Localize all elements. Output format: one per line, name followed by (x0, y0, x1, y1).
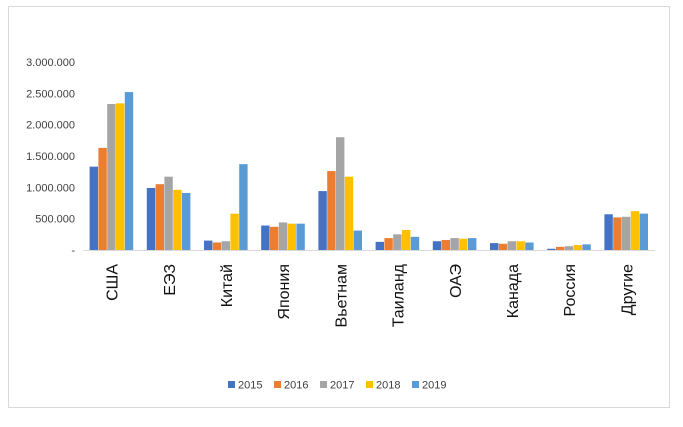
bar-2019-1 (182, 192, 191, 250)
y-tick-label: 3.000.000 (26, 57, 75, 69)
legend-swatch-2016 (274, 381, 281, 388)
bar-2018-5 (402, 229, 411, 250)
bar-2019-9 (639, 213, 648, 250)
x-category-label: ЕЭЗ (162, 264, 179, 296)
bar-2018-1 (173, 189, 182, 250)
bar-2017-5 (393, 234, 402, 250)
bar-2016-2 (212, 242, 222, 250)
bar-2015-3 (261, 225, 270, 250)
bar-2017-4 (336, 137, 345, 250)
bar-2017-0 (107, 103, 116, 251)
y-tick-label: 2.000.000 (26, 120, 75, 132)
bar-2015-2 (204, 240, 213, 250)
x-category-label: Вьетнам (333, 264, 350, 327)
bar-2018-3 (287, 223, 296, 250)
bar-2018-4 (344, 176, 354, 250)
y-tick-label: 2.500.000 (26, 88, 75, 100)
x-category-label: Таиланд (391, 263, 408, 327)
bar-2016-3 (270, 226, 279, 250)
y-tick-label: - (71, 245, 75, 257)
legend-label: 2016 (284, 380, 308, 392)
bar-2018-6 (459, 238, 468, 250)
legend-swatch-2018 (366, 381, 373, 388)
x-category-label: Россия (562, 264, 579, 316)
x-axis: США ЕЭЗ Китай Япония Вьетнам Таиланд ОАЭ Канада… (105, 263, 637, 327)
bar-2016-6 (441, 239, 450, 250)
legend-label: 2015 (238, 380, 262, 392)
bar-2018-2 (230, 213, 239, 250)
y-tick-label: 500.000 (35, 214, 75, 226)
x-category-label: ОАЭ (448, 264, 465, 298)
legend: 2015 2016 2017 2018 2019 (228, 380, 446, 392)
x-category-label: Другие (619, 264, 636, 315)
bar-2018-8 (573, 244, 582, 250)
x-category-label: Канада (505, 264, 522, 318)
bar-2017-7 (507, 241, 516, 250)
bar-2016-5 (384, 238, 393, 250)
bar-2016-4 (327, 171, 336, 250)
bar-2019-3 (296, 223, 305, 250)
bar-2015-4 (318, 191, 327, 250)
bar-2017-3 (278, 222, 288, 250)
bar-2019-7 (525, 242, 534, 250)
legend-label: 2019 (422, 380, 446, 392)
x-category-label: Япония (276, 264, 293, 320)
bar-2018-0 (116, 103, 125, 250)
x-category-label: США (105, 264, 122, 301)
bar-2015-0 (89, 166, 98, 250)
bar-2018-7 (516, 241, 525, 250)
y-tick-label: 1.500.000 (26, 151, 75, 163)
bar-2015-6 (432, 241, 442, 250)
bar-2017-1 (164, 176, 173, 250)
bar-2016-0 (98, 147, 107, 250)
bar-2016-8 (556, 246, 565, 250)
bar-2016-9 (613, 217, 622, 250)
bar-2019-8 (582, 244, 591, 250)
plot-area (89, 92, 648, 251)
legend-label: 2018 (376, 380, 400, 392)
bar-2015-1 (146, 187, 156, 250)
y-tick-label: 1.000.000 (26, 182, 75, 194)
x-category-label: Китай (219, 264, 236, 307)
bar-2019-5 (410, 236, 420, 250)
bar-2015-8 (547, 248, 556, 250)
bar-2019-0 (124, 92, 134, 250)
bar-2017-8 (564, 246, 574, 250)
legend-swatch-2019 (412, 381, 419, 388)
legend-swatch-2015 (228, 381, 235, 388)
legend-swatch-2017 (320, 381, 327, 388)
bar-2015-5 (375, 241, 384, 250)
bar-2019-6 (468, 238, 477, 250)
bar-2015-7 (490, 243, 499, 250)
bar-2019-4 (353, 230, 362, 250)
legend-label: 2017 (330, 380, 354, 392)
bar-2016-7 (498, 243, 508, 250)
bar-2017-6 (450, 238, 459, 250)
y-axis: - 500.000 1.000.000 1.500.000 2.000.000 2.500… (26, 57, 75, 257)
bar-2015-9 (604, 214, 613, 250)
bar-2019-2 (239, 164, 248, 250)
bar-2017-2 (221, 241, 230, 250)
bar-2017-9 (622, 216, 631, 250)
bar-2016-1 (155, 184, 164, 250)
bar-2018-9 (630, 211, 640, 250)
